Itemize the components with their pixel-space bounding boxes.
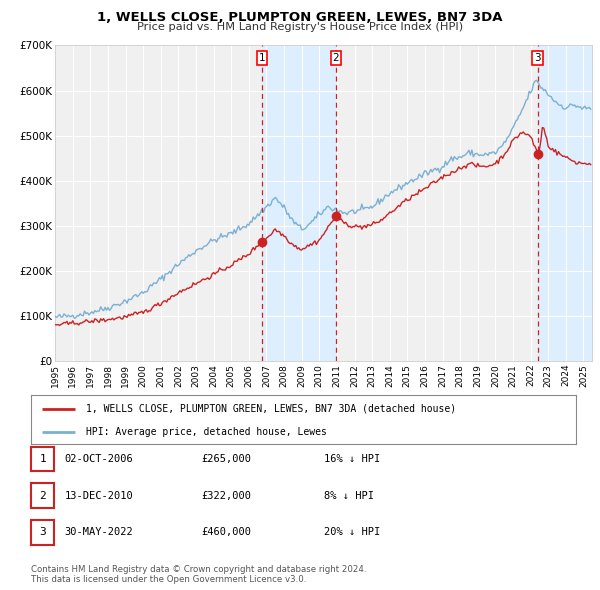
Text: 02-OCT-2006: 02-OCT-2006	[65, 454, 134, 464]
Text: 8% ↓ HPI: 8% ↓ HPI	[324, 491, 374, 500]
Text: 2: 2	[39, 491, 46, 500]
Text: Contains HM Land Registry data © Crown copyright and database right 2024.
This d: Contains HM Land Registry data © Crown c…	[31, 565, 367, 584]
Bar	[538, 45, 592, 361]
Text: £265,000: £265,000	[201, 454, 251, 464]
Text: 1: 1	[259, 53, 265, 63]
Text: 16% ↓ HPI: 16% ↓ HPI	[324, 454, 380, 464]
Text: Price paid vs. HM Land Registry's House Price Index (HPI): Price paid vs. HM Land Registry's House …	[137, 22, 463, 32]
Bar	[262, 45, 336, 361]
Text: 1: 1	[39, 454, 46, 464]
Text: 3: 3	[535, 53, 541, 63]
Text: 1, WELLS CLOSE, PLUMPTON GREEN, LEWES, BN7 3DA: 1, WELLS CLOSE, PLUMPTON GREEN, LEWES, B…	[97, 11, 503, 24]
Text: £460,000: £460,000	[201, 527, 251, 537]
Text: 3: 3	[39, 527, 46, 537]
Text: £322,000: £322,000	[201, 491, 251, 500]
Text: 1, WELLS CLOSE, PLUMPTON GREEN, LEWES, BN7 3DA (detached house): 1, WELLS CLOSE, PLUMPTON GREEN, LEWES, B…	[86, 404, 456, 414]
Text: 13-DEC-2010: 13-DEC-2010	[65, 491, 134, 500]
Text: 30-MAY-2022: 30-MAY-2022	[65, 527, 134, 537]
Text: 2: 2	[333, 53, 340, 63]
Text: HPI: Average price, detached house, Lewes: HPI: Average price, detached house, Lewe…	[86, 427, 326, 437]
Text: 20% ↓ HPI: 20% ↓ HPI	[324, 527, 380, 537]
